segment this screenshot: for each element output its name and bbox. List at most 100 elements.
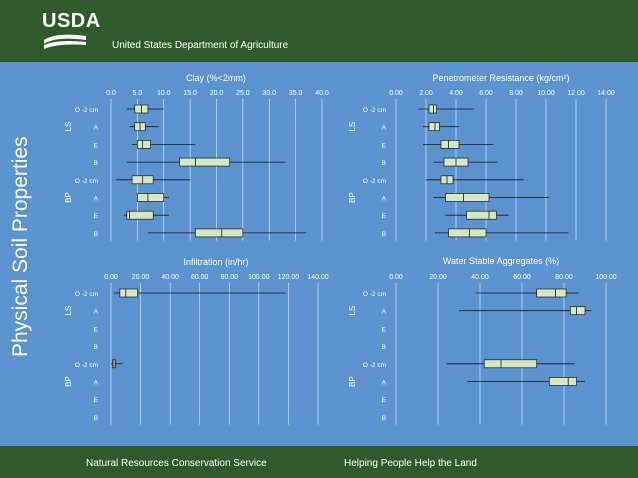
- x-tick-label: 0.0: [106, 90, 116, 97]
- x-tick-label: 60.00: [513, 274, 531, 281]
- horizon-label: O -2 cm: [363, 362, 386, 369]
- box-iqr: [428, 104, 437, 114]
- footer-agency: Natural Resources Conservation Service: [86, 458, 267, 469]
- chart-title: Clay (%<2mm): [186, 73, 246, 83]
- x-tick-label: 5.0: [133, 90, 143, 97]
- horizon-label: O -2 cm: [75, 178, 98, 185]
- horizon-label: E: [94, 326, 99, 333]
- box-iqr: [536, 288, 567, 298]
- box-iqr: [569, 306, 586, 316]
- horizon-label: B: [94, 231, 98, 238]
- horizon-label: O -2 cm: [363, 107, 386, 114]
- footer-slogan: Helping People Help the Land: [344, 458, 477, 469]
- horizon-label: E: [94, 142, 99, 149]
- x-tick-label: 120.00: [278, 274, 300, 281]
- x-tick-label: 40.0: [315, 90, 329, 97]
- chart-title: Penetrometer Resistance (kg/cm²): [432, 73, 569, 83]
- group-label: LS: [348, 306, 357, 316]
- x-tick-label: 20.00: [132, 274, 150, 281]
- horizon-label: A: [94, 380, 99, 387]
- x-tick-label: 0.00: [389, 90, 403, 97]
- box-iqr: [126, 210, 154, 220]
- group-label: LS: [64, 122, 73, 132]
- box-iqr: [179, 157, 231, 167]
- group-label: BP: [348, 376, 357, 387]
- x-tick-label: 8.00: [509, 90, 523, 97]
- horizon-label: E: [94, 397, 99, 404]
- agency-name: United States Department of Agriculture: [112, 40, 289, 51]
- box-iqr: [483, 359, 538, 369]
- horizon-label: O -2 cm: [75, 362, 98, 369]
- x-tick-label: 80.00: [555, 274, 573, 281]
- horizon-label: B: [94, 415, 98, 422]
- x-tick-label: 20.00: [429, 274, 447, 281]
- box-iqr: [548, 377, 577, 386]
- x-tick-label: 25.0: [236, 90, 250, 97]
- horizon-label: B: [382, 344, 386, 351]
- horizon-label: O -2 cm: [363, 178, 386, 185]
- x-tick-label: 140.00: [307, 274, 329, 281]
- box-iqr: [440, 140, 460, 149]
- chart-panel: Clay (%<2mm) 0.0 5.0 10.0 15.0 20.0 25.0 30.0 35…: [64, 73, 329, 241]
- box-iqr: [466, 210, 497, 220]
- horizon-label: A: [94, 125, 99, 132]
- x-tick-label: 12.00: [567, 90, 585, 97]
- box-iqr: [428, 122, 440, 132]
- box-iqr: [448, 228, 487, 238]
- horizon-label: O -2 cm: [75, 291, 98, 298]
- x-tick-label: 4.00: [449, 90, 463, 97]
- horizon-label: A: [382, 196, 387, 203]
- group-label: BP: [64, 376, 73, 387]
- horizon-label: B: [94, 344, 98, 351]
- horizon-label: B: [382, 415, 386, 422]
- group-label: LS: [64, 306, 73, 316]
- horizon-label: A: [94, 309, 99, 316]
- usda-logo-icon: [44, 34, 86, 49]
- usda-logo-text: USDA: [42, 10, 101, 32]
- horizon-label: A: [382, 125, 387, 132]
- x-tick-label: 6.00: [479, 90, 493, 97]
- box-iqr: [119, 288, 138, 298]
- horizon-label: E: [94, 213, 99, 220]
- horizon-label: B: [382, 160, 386, 167]
- horizon-label: A: [382, 380, 387, 387]
- x-tick-label: 30.0: [262, 90, 276, 97]
- group-label: LS: [348, 122, 357, 132]
- horizon-label: O -2 cm: [75, 107, 98, 114]
- x-tick-label: 10.00: [537, 90, 555, 97]
- horizon-label: E: [382, 326, 387, 333]
- group-label: BP: [348, 192, 357, 203]
- chart-title: Infiltration (in/hr): [183, 257, 248, 267]
- horizon-label: A: [94, 196, 99, 203]
- chart-panel: Penetrometer Resistance (kg/cm²) 0.00 2.00…: [348, 73, 615, 241]
- footer-banner: [0, 446, 638, 478]
- box-iqr: [137, 193, 165, 202]
- chart-panel: Infiltration (in/hr) 0.00 20.00 40.00 60.00 8…: [64, 257, 329, 425]
- x-tick-label: 100.00: [595, 274, 617, 281]
- x-tick-label: 80.00: [221, 274, 239, 281]
- x-tick-label: 2.00: [419, 90, 433, 97]
- chart-panel: Water Stable Aggregates (%) 0.00 20.00 40.0…: [348, 256, 617, 425]
- x-tick-label: 20.0: [210, 90, 224, 97]
- x-tick-label: 100.00: [248, 274, 270, 281]
- box-iqr: [137, 140, 151, 149]
- horizon-label: E: [382, 213, 387, 220]
- horizon-label: A: [382, 309, 387, 316]
- chart-title: Water Stable Aggregates (%): [443, 256, 559, 266]
- x-tick-label: 40.00: [161, 274, 179, 281]
- box-iqr: [195, 228, 244, 238]
- x-tick-label: 35.0: [289, 90, 303, 97]
- box-iqr: [445, 193, 490, 202]
- horizon-label: B: [382, 231, 386, 238]
- group-label: BP: [64, 192, 73, 203]
- horizon-label: E: [382, 142, 387, 149]
- x-tick-label: 40.00: [471, 274, 489, 281]
- x-tick-label: 0.00: [389, 274, 403, 281]
- x-tick-label: 14.00: [597, 90, 615, 97]
- horizon-label: B: [94, 160, 98, 167]
- horizon-label: E: [382, 397, 387, 404]
- x-tick-label: 60.00: [191, 274, 209, 281]
- x-tick-label: 15.0: [183, 90, 197, 97]
- horizon-label: O -2 cm: [363, 291, 386, 298]
